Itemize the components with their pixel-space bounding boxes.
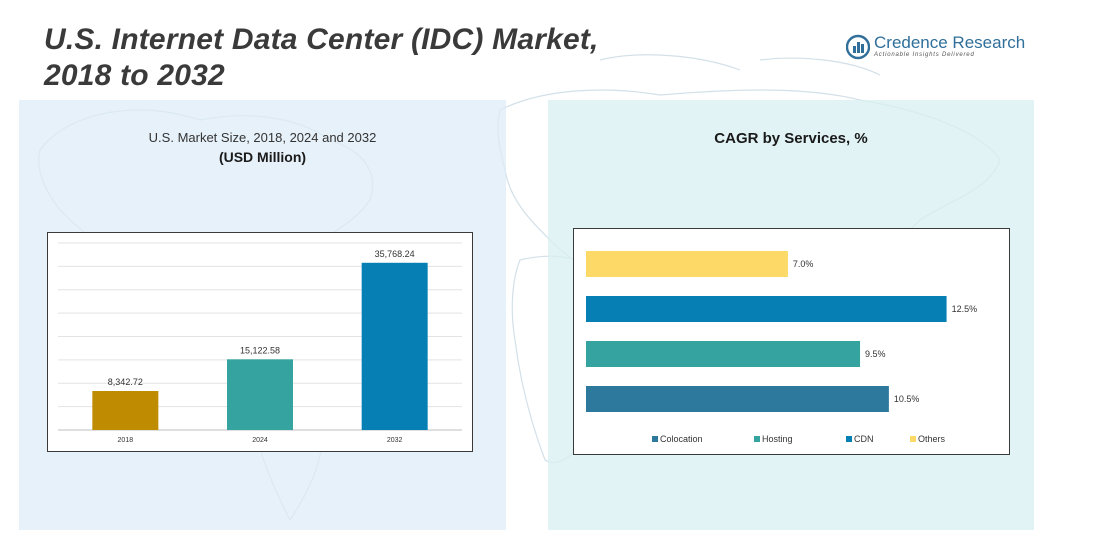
legend-swatch-hosting (754, 436, 760, 442)
legend-swatch-colocation (652, 436, 658, 442)
market-size-chart-frame: 8,342.72 2018 15,122.58 2024 35,768.24 2032 (47, 232, 473, 452)
legend-swatch-cdn (846, 436, 852, 442)
bar-2018 (92, 390, 159, 430)
bar-hosting (586, 341, 861, 367)
data-label-cdn: 12.5% (952, 304, 978, 314)
data-label-2024: 15,122.58 (240, 345, 280, 355)
cagr-chart: 7.0% 12.5% 9.5% 10.5% Colocation Hosting CDN Ot… (586, 251, 978, 444)
title-line-2: 2018 to 2032 (44, 59, 225, 92)
x-tick-label-2024: 2024 (252, 437, 268, 444)
data-label-2032: 35,768.24 (375, 249, 415, 259)
bar-cdn (586, 296, 947, 322)
logo-icon (846, 34, 870, 60)
brand-logo: Credence Research Actionable Insights De… (846, 32, 1025, 62)
bar-others (586, 251, 788, 277)
market-size-panel: U.S. Market Size, 2018, 2024 and 2032 (U… (19, 100, 506, 530)
x-tick-label-2032: 2032 (387, 437, 403, 444)
x-tick-label-2018: 2018 (118, 437, 134, 444)
logo-tagline: Actionable Insights Delivered (874, 52, 975, 58)
bar-colocation (586, 386, 889, 412)
data-label-others: 7.0% (793, 259, 814, 269)
legend-label-colocation: Colocation (660, 434, 703, 444)
legend-label-hosting: Hosting (762, 434, 793, 444)
bar-2024 (227, 359, 293, 430)
bar-2032 (361, 262, 428, 430)
legend-label-cdn: CDN (854, 434, 874, 444)
legend-swatch-others (910, 436, 916, 442)
data-label-2018: 8,342.72 (108, 377, 143, 387)
page-title: U.S. Internet Data Center (IDC) Market, … (44, 22, 599, 94)
title-line-1: U.S. Internet Data Center (IDC) Market, (44, 23, 599, 56)
legend-label-others: Others (918, 434, 946, 444)
data-label-colocation: 10.5% (894, 394, 920, 404)
logo-name: Credence Research (874, 33, 1026, 52)
market-size-subtitle: U.S. Market Size, 2018, 2024 and 2032 (148, 130, 377, 145)
data-label-hosting: 9.5% (865, 349, 886, 359)
cagr-panel: CAGR by Services, % 7.0% 12.5% 9.5% 10.5% Co… (548, 100, 1034, 530)
market-size-chart: 8,342.72 2018 15,122.58 2024 35,768.24 2032 (58, 242, 462, 444)
cagr-title: CAGR by Services, % (714, 130, 868, 147)
cagr-chart-frame: 7.0% 12.5% 9.5% 10.5% Colocation Hosting CDN Ot… (573, 228, 1010, 455)
market-size-unit: (USD Million) (218, 149, 307, 165)
